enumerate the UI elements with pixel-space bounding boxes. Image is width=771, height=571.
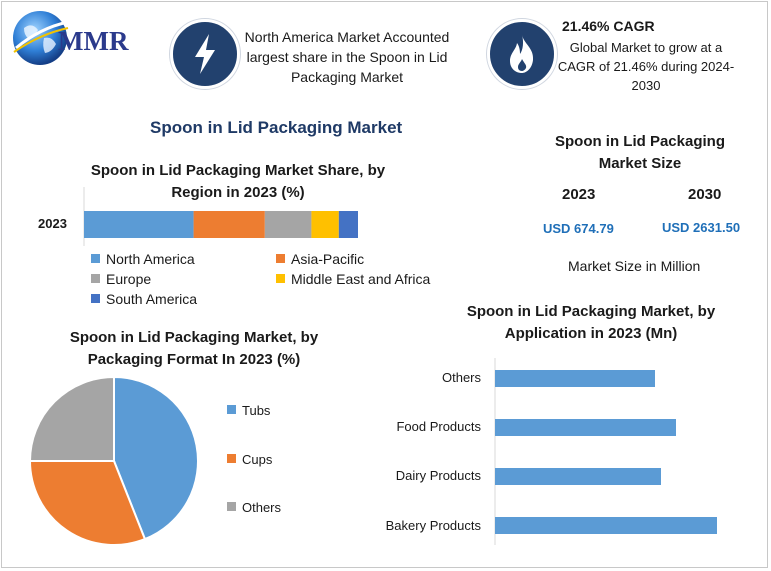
flame-badge — [487, 19, 557, 89]
region-bar-europe — [264, 211, 312, 238]
legend-swatch — [91, 254, 100, 263]
legend-north-america: North America — [91, 251, 195, 267]
mmr-logo: MMR — [10, 8, 155, 68]
pie-slice-tubs — [113, 375, 199, 541]
region-bar-middle-east-and-africa — [311, 211, 339, 238]
legend-swatch — [91, 294, 100, 303]
app-label-bakery-products: Bakery Products — [385, 518, 481, 533]
lightning-badge — [170, 19, 240, 89]
legend-asia-pacific: Asia-Pacific — [276, 251, 364, 267]
app-label-food-products: Food Products — [396, 419, 481, 434]
cagr-title: 21.46% CAGR — [562, 18, 655, 34]
pie-slice-others — [28, 375, 115, 462]
north-america-callout: North America Market Accounted largest s… — [244, 29, 450, 85]
market-size-year-2030: 2030 — [688, 186, 722, 203]
flame-icon — [510, 35, 534, 73]
legend-europe: Europe — [91, 271, 151, 287]
globe-icon — [13, 11, 69, 65]
app-bar-bakery-products — [495, 517, 717, 534]
market-size-value-2030: USD 2631.50 — [662, 220, 741, 235]
region-year-label: 2023 — [38, 216, 67, 231]
app-label-others: Others — [441, 370, 481, 385]
app-bar-others — [495, 370, 655, 387]
market-size-value-2023: USD 674.79 — [543, 221, 614, 236]
logo-text: MMR — [58, 26, 129, 56]
market-size-title: Spoon in Lid Packaging Market Size — [554, 133, 725, 172]
region-bar-south-america — [338, 211, 358, 238]
legend-swatch — [276, 254, 285, 263]
pie-slice-cups — [28, 460, 147, 546]
legend-swatch — [227, 454, 236, 463]
market-size-year-2023: 2023 — [562, 186, 596, 203]
main-title: Spoon in Lid Packaging Market — [150, 118, 403, 137]
legend-middle-east-africa: Middle East and Africa — [276, 271, 430, 287]
market-size-unit-note: Market Size in Million — [568, 258, 701, 274]
pie-legend-tubs: Tubs — [227, 403, 270, 418]
region-bar-north-america — [84, 211, 194, 238]
app-bar-food-products — [495, 419, 676, 436]
region-chart-title: Spoon in Lid Packaging Market Share, by … — [90, 162, 386, 201]
application-chart-title: Spoon in Lid Packaging Market, by Applic… — [466, 303, 716, 342]
pie-legend-cups: Cups — [227, 452, 272, 467]
cagr-description: Global Market to grow at a CAGR of 21.46… — [557, 40, 735, 93]
legend-swatch — [91, 274, 100, 283]
legend-swatch — [227, 502, 236, 511]
packaging-chart-title: Spoon in Lid Packaging Market, by Packag… — [69, 329, 319, 368]
legend-swatch — [227, 405, 236, 414]
legend-south-america: South America — [91, 291, 197, 307]
legend-swatch — [276, 274, 285, 283]
pie-legend-others: Others — [227, 500, 281, 515]
lightning-icon — [195, 34, 215, 74]
app-label-dairy-products: Dairy Products — [395, 468, 481, 483]
region-bar-asia-pacific — [193, 211, 265, 238]
app-bar-dairy-products — [495, 468, 661, 485]
